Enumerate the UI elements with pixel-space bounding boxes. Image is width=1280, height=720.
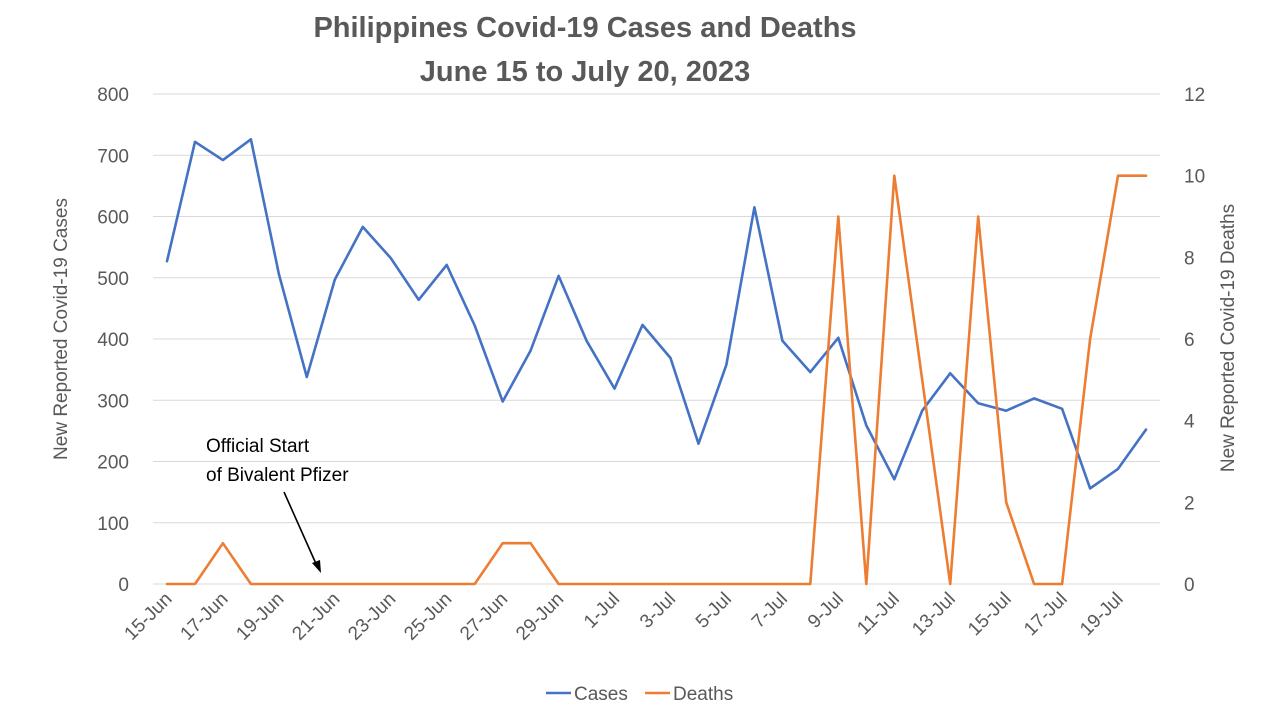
gridlines [153, 93, 1160, 524]
x-tick-label: 19-Jul [1076, 589, 1127, 640]
y-tick-label: 400 [97, 330, 129, 351]
y-tick-label: 300 [97, 391, 129, 412]
y2-tick-label: 12 [1184, 85, 1205, 106]
y2-tick-label: 6 [1184, 330, 1195, 351]
chart-title-line-1: Philippines Covid-19 Cases and Deaths [313, 12, 857, 44]
x-tick-label: 11-Jul [853, 589, 903, 639]
annotation-line-2: of Bivalent Pfizer [206, 465, 349, 486]
y2-axis-title: New Reported Covid-19 Deaths [1218, 204, 1239, 472]
left-axis-ticks: 0 100 200 300 400 500 600 700 800 [97, 85, 129, 596]
x-tick-label: 5-Jul [692, 589, 736, 633]
chart-title-line-2: June 15 to July 20, 2023 [419, 56, 751, 88]
y-axis-title: New Reported Covid-19 Cases [51, 198, 72, 460]
y-tick-label: 700 [97, 146, 129, 167]
series-layer [165, 138, 1148, 586]
x-tick-label: 17-Jul [1020, 589, 1071, 640]
y-tick-label: 500 [97, 269, 129, 290]
x-tick-label: 15-Jul [964, 589, 1015, 640]
legend-label-cases: Cases [574, 684, 628, 705]
y2-tick-label: 8 [1184, 248, 1195, 269]
y-tick-label: 600 [97, 208, 129, 229]
series-line-deaths [165, 174, 1148, 586]
x-tick-label: 7-Jul [748, 589, 792, 633]
x-tick-label: 3-Jul [636, 589, 680, 633]
y2-tick-label: 2 [1184, 493, 1195, 514]
x-tick-label: 25-Jun [400, 589, 456, 645]
legend-label-deaths: Deaths [673, 684, 733, 705]
y-tick-label: 800 [97, 85, 129, 106]
annotation: Official Start of Bivalent Pfizer [206, 436, 349, 573]
x-tick-label: 13-Jul [908, 589, 959, 640]
x-tick-label: 29-Jun [512, 589, 568, 645]
x-tick-label: 19-Jun [232, 589, 288, 645]
series-line-cases [165, 138, 1148, 490]
legend: Cases Deaths [546, 684, 733, 705]
x-axis-ticks: 15-Jun 17-Jun 19-Jun 21-Jun 23-Jun 25-Jun 27-J… [121, 589, 1128, 645]
x-tick-label: 1-Jul [580, 589, 624, 633]
y2-tick-label: 10 [1184, 167, 1205, 188]
x-tick-label: 17-Jun [177, 589, 233, 645]
y-tick-label: 100 [97, 514, 129, 535]
annotation-arrowhead [312, 560, 321, 573]
y2-tick-label: 4 [1184, 412, 1195, 433]
chart-title: Philippines Covid-19 Cases and Deaths Ju… [0, 6, 1170, 94]
y2-tick-label: 0 [1184, 575, 1195, 596]
x-tick-label: 23-Jun [344, 589, 400, 645]
x-tick-label: 21-Jun [288, 589, 344, 645]
y-tick-label: 0 [118, 575, 129, 596]
x-tick-label: 9-Jul [804, 589, 848, 633]
x-tick-label: 15-Jun [121, 589, 177, 645]
annotation-arrow [283, 491, 318, 567]
annotation-line-1: Official Start [206, 436, 310, 457]
y-tick-label: 200 [97, 453, 129, 474]
right-axis-ticks: 0 2 4 6 8 10 12 [1184, 85, 1205, 596]
x-tick-label: 27-Jun [456, 589, 512, 645]
